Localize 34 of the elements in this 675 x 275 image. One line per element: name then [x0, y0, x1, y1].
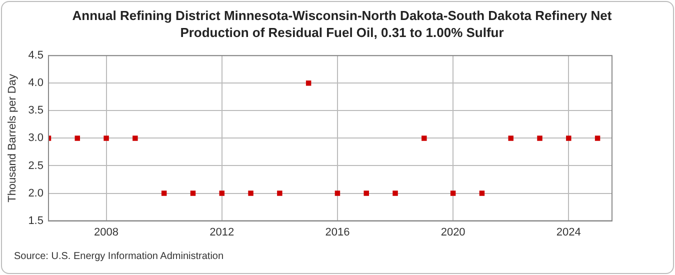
chart-title: Annual Refining District Minnesota-Wisconsin-North Dakota-South Dakota Refinery Net Production of Residual Fuel Oil, 0.31 to 1.00% Sulfur	[71, 7, 613, 41]
point	[422, 136, 427, 141]
y-axis-title: Thousand Barrels per Day	[6, 74, 19, 202]
point	[132, 136, 138, 141]
point	[537, 136, 542, 141]
point	[450, 190, 456, 196]
point	[74, 136, 80, 141]
point	[334, 190, 340, 196]
point	[566, 136, 572, 141]
y-tick-label: 4.0	[28, 77, 44, 90]
point	[364, 190, 369, 196]
point	[508, 136, 514, 141]
y-tick-label: 4.5	[28, 50, 44, 62]
y-tick-label: 1.5	[28, 214, 44, 227]
point	[161, 190, 167, 196]
x-tick-label: 2024	[556, 226, 581, 238]
x-tick-label: 2020	[440, 226, 466, 238]
x-tick-label: 2012	[210, 226, 234, 238]
y-tick-label: 2.5	[28, 160, 44, 172]
x-tick-label: 2008	[94, 226, 119, 238]
point	[104, 136, 109, 141]
point	[594, 136, 600, 141]
y-tick-label: 2.0	[28, 187, 44, 200]
x-tick-label: 2016	[325, 226, 350, 238]
y-tick-label: 3.5	[28, 104, 44, 117]
point	[277, 190, 282, 196]
point	[392, 190, 398, 196]
y-tick-label: 3.0	[28, 132, 44, 144]
point	[479, 190, 485, 196]
point	[190, 190, 196, 196]
point	[219, 190, 224, 196]
point	[248, 190, 254, 196]
source-note: Source: U.S. Energy Information Administration	[14, 251, 224, 262]
point	[306, 80, 312, 86]
